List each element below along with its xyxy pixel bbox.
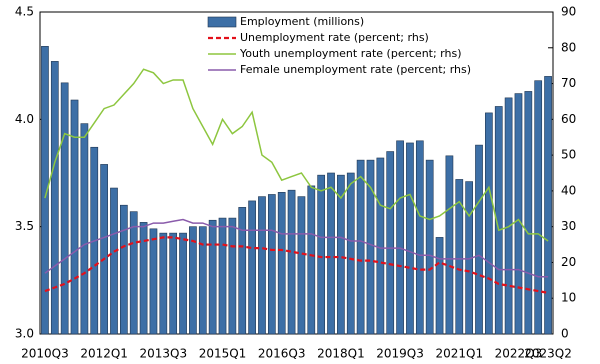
x-tick-label: 2015Q1 <box>199 347 247 361</box>
plot-frame <box>39 11 554 335</box>
x-tick-label: 2013Q3 <box>140 347 188 361</box>
bar <box>287 189 296 335</box>
x-tick-label: 2022Q3 <box>495 347 543 361</box>
x-tick-label: 2012Q1 <box>80 347 128 361</box>
y-tick-label: 3.0 <box>15 327 34 341</box>
bar <box>337 174 345 335</box>
bar <box>50 61 59 335</box>
bar <box>504 97 513 335</box>
bar <box>110 187 118 335</box>
x-tick-label: 2023Q2 <box>524 347 572 361</box>
line-series <box>44 236 549 294</box>
line-series <box>44 68 549 242</box>
bar <box>307 185 316 335</box>
y2-tick-label: 40 <box>561 183 576 197</box>
legend-label: Youth unemployment rate (percent; rhs) <box>239 47 462 60</box>
y2-tick-label: 70 <box>561 76 576 90</box>
bar <box>149 228 158 335</box>
bar <box>376 157 385 335</box>
bar <box>41 46 49 335</box>
y-tick-label: 4.5 <box>15 5 34 19</box>
bar <box>198 226 207 335</box>
bar <box>494 106 503 335</box>
bar <box>425 159 434 335</box>
legend-label: Employment (millions) <box>240 15 364 28</box>
bar <box>169 232 178 335</box>
x-tick-label: 2019Q3 <box>376 347 424 361</box>
bar <box>60 82 69 335</box>
bar <box>455 179 464 335</box>
bar <box>228 217 237 335</box>
bar <box>475 144 483 335</box>
bar <box>415 140 424 335</box>
y-tick-label: 3.5 <box>15 219 34 233</box>
y2-tick-label: 60 <box>561 112 576 126</box>
bar <box>544 76 552 335</box>
legend-swatch <box>207 16 237 28</box>
bar <box>534 80 543 335</box>
bar <box>445 155 454 335</box>
bar <box>248 200 256 335</box>
legend: Employment (millions) Unemployment rate (… <box>207 15 471 76</box>
y2-tick-label: 20 <box>561 255 576 269</box>
bar <box>277 192 286 335</box>
x-tick-label: 2021Q1 <box>435 347 483 361</box>
bar <box>514 93 523 335</box>
bar <box>218 217 227 335</box>
bar <box>356 159 365 335</box>
bar <box>524 91 533 335</box>
bar <box>80 123 89 335</box>
bar <box>258 196 266 335</box>
bar <box>70 99 79 335</box>
bar <box>366 159 375 335</box>
x-tick-label: 2018Q1 <box>317 347 365 361</box>
bar <box>327 172 335 335</box>
bar <box>129 211 138 335</box>
y-tick-label: 4.0 <box>15 112 34 126</box>
legend-label: Unemployment rate (percent; rhs) <box>240 31 429 44</box>
bar <box>396 140 404 335</box>
bar <box>435 237 444 335</box>
y2-tick-label: 50 <box>561 148 576 162</box>
bar <box>406 142 414 335</box>
bar <box>317 174 326 335</box>
bar <box>139 222 148 335</box>
y2-tick-label: 0 <box>561 327 569 341</box>
bar <box>346 172 355 335</box>
y2-tick-label: 90 <box>561 5 576 19</box>
bar <box>120 204 128 335</box>
bar <box>386 151 395 335</box>
y2-tick-label: 80 <box>561 40 576 54</box>
bar <box>179 232 187 335</box>
bar <box>485 112 493 335</box>
bar <box>297 196 306 335</box>
y2-tick-label: 30 <box>561 219 576 233</box>
bar <box>208 219 217 335</box>
legend-label: Female unemployment rate (percent; rhs) <box>240 63 471 76</box>
bar <box>267 194 276 335</box>
x-tick-label: 2016Q3 <box>258 347 306 361</box>
x-tick-label: 2010Q3 <box>21 347 69 361</box>
y2-tick-label: 10 <box>561 291 576 305</box>
bar <box>238 207 247 335</box>
bar <box>159 232 168 335</box>
line-series <box>44 218 549 278</box>
bar <box>100 164 108 335</box>
bar <box>189 226 197 335</box>
